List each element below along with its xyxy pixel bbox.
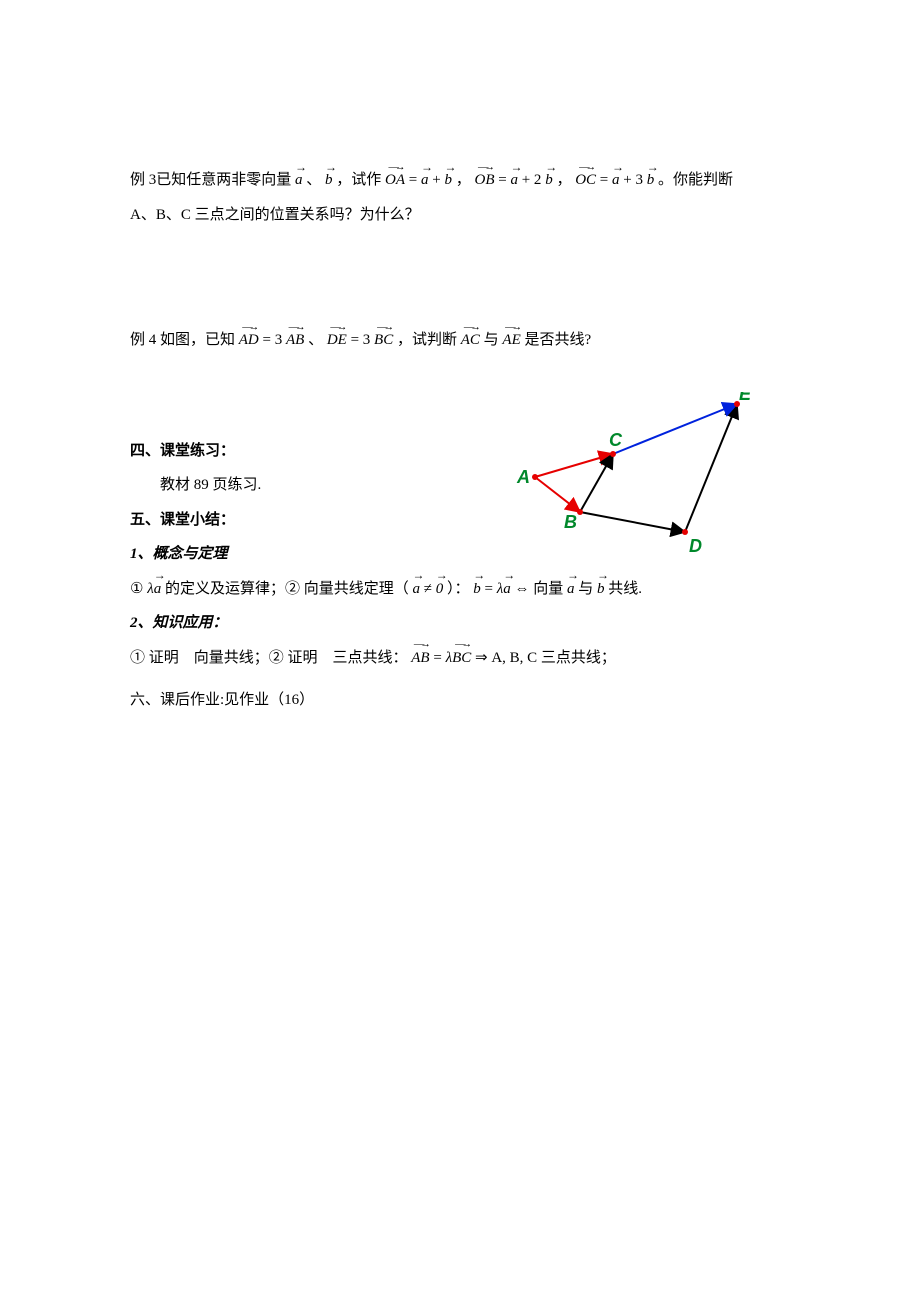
svg-text:B: B: [564, 512, 577, 532]
vector-b: b: [545, 166, 553, 195]
text: =: [433, 650, 445, 666]
text: 向量: [533, 581, 563, 597]
vector-a: a: [295, 166, 303, 195]
text: 例 4 如图，已知: [130, 332, 235, 348]
svg-text:E: E: [739, 392, 752, 404]
text: 。你能判断: [658, 172, 733, 188]
vector-a: a: [503, 575, 511, 604]
text: 、: [306, 172, 321, 188]
text: = 3: [263, 332, 283, 348]
vector-BC: BC: [452, 644, 471, 673]
vector-b: b: [325, 166, 333, 195]
vector-AE: AE: [502, 326, 520, 355]
vector-BC: BC: [374, 326, 393, 355]
text: 共线.: [608, 581, 642, 597]
section5-item1: ① λa 的定义及运算律；② 向量共线定理（ a ≠ 0 ）： b = λa ⇔…: [130, 575, 800, 604]
example4-line: 例 4 如图，已知 AD = 3 AB 、 DE = 3 BC ，试判断 AC …: [130, 326, 800, 355]
vector-OB: OB: [475, 166, 495, 195]
section6-title: 六、课后作业:见作业（16）: [130, 686, 800, 715]
text: 与: [578, 581, 593, 597]
text: =: [498, 172, 510, 188]
vector-b: b: [597, 575, 605, 604]
text: ①: [130, 581, 147, 597]
text: 、: [308, 332, 323, 348]
text: = 3: [351, 332, 371, 348]
vector-a: a: [412, 575, 420, 604]
spacer: [130, 235, 800, 320]
vector-a: a: [154, 575, 162, 604]
text: ）：: [447, 581, 470, 597]
text: +: [432, 172, 444, 188]
svg-text:C: C: [609, 430, 623, 450]
text: A, B, C 三点共线；: [491, 650, 616, 666]
vector-zero: 0: [436, 575, 444, 604]
vector-b: b: [444, 166, 452, 195]
text: 的定义及运算律；② 向量共线定理（: [165, 581, 409, 597]
text: ，: [456, 172, 471, 188]
text: =: [600, 172, 612, 188]
svg-text:A: A: [516, 467, 530, 487]
text: ⇔: [514, 581, 533, 597]
vector-OA: OA: [385, 166, 405, 195]
text: ，: [556, 172, 571, 188]
text: ，试作: [336, 172, 381, 188]
vector-diagram: A B C D E: [505, 392, 785, 577]
vector-a: a: [567, 575, 575, 604]
text: =: [409, 172, 421, 188]
example3-line1: 例 3已知任意两非零向量 a 、 b ，试作 OA = a + b ， OB =…: [130, 166, 800, 195]
section5-item2: ① 证明 向量共线；② 证明 三点共线： AB = λBC ⇒ A, B, C …: [130, 644, 800, 673]
text: ，试判断: [397, 332, 457, 348]
page: 例 3已知任意两非零向量 a 、 b ，试作 OA = a + b ， OB =…: [0, 0, 920, 1302]
vector-AB: AB: [411, 644, 429, 673]
text: ≠: [424, 581, 436, 597]
vector-OC: OC: [575, 166, 596, 195]
vector-AC: AC: [461, 326, 480, 355]
text: ⇒: [475, 650, 491, 666]
svg-text:D: D: [689, 536, 702, 556]
example3-line2: A、B、C 三点之间的位置关系吗？为什么？: [130, 201, 800, 230]
vector-b: b: [647, 166, 655, 195]
vector-a: a: [421, 166, 429, 195]
text: + 2: [522, 172, 542, 188]
text: + 3: [623, 172, 643, 188]
section5-sub2: 2、知识应用：: [130, 609, 800, 638]
vector-DE: DE: [327, 326, 347, 355]
vector-b: b: [473, 575, 481, 604]
vector-a: a: [510, 166, 518, 195]
vector-AD: AD: [239, 326, 259, 355]
text: 与: [484, 332, 503, 348]
vector-AB: AB: [286, 326, 304, 355]
text: ① 证明 向量共线；② 证明 三点共线：: [130, 650, 408, 666]
vector-a: a: [612, 166, 620, 195]
text: =: [484, 581, 496, 597]
text: 例 3已知任意两非零向量: [130, 172, 291, 188]
text: 是否共线?: [525, 332, 592, 348]
